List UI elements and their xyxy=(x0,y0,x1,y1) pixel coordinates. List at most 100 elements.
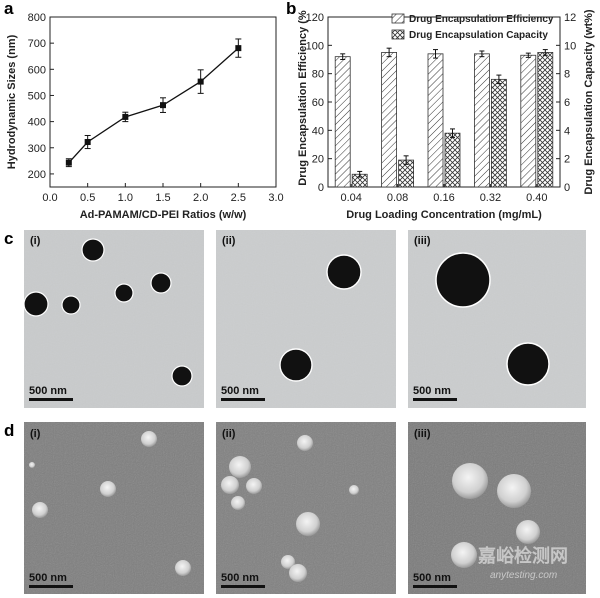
panel-d: d (i) 500 nm xyxy=(4,421,586,594)
left-y-tick-label: 100 xyxy=(306,40,324,52)
tem-particles xyxy=(279,254,362,382)
tem-image-c-iii: (iii) 500 nm xyxy=(408,230,586,408)
legend-swatch-efficiency xyxy=(391,13,405,24)
y-tick-label: 800 xyxy=(28,12,46,24)
sem-image-d-iii: (iii) 500 nm 嘉峪检测网 anytesting.com xyxy=(408,422,586,594)
bar-capacity xyxy=(490,78,507,188)
nanoparticle xyxy=(23,291,49,317)
x-tick-label: 2.5 xyxy=(231,192,246,204)
nanoparticle xyxy=(229,456,251,478)
scale-bar xyxy=(29,398,73,401)
right-y-tick-label: 6 xyxy=(564,97,570,109)
nanoparticle xyxy=(150,272,172,294)
scale-bar-label: 500 nm xyxy=(29,385,67,397)
micrograph-label: (ii) xyxy=(222,235,236,247)
data-point xyxy=(160,102,166,109)
nanoparticle xyxy=(349,485,359,495)
right-y-tick-label: 2 xyxy=(564,154,570,166)
data-point xyxy=(84,139,91,146)
bar-efficiency xyxy=(473,53,490,188)
x-tick-label: 0.16 xyxy=(433,192,454,204)
tem-image-c-ii: (ii) 500 nm xyxy=(216,230,396,408)
y-tick-label: 600 xyxy=(28,64,46,76)
scale-bar-label: 500 nm xyxy=(413,572,451,584)
x-tick-label: 0.5 xyxy=(80,192,95,204)
left-y-tick-label: 80 xyxy=(312,69,324,81)
data-point xyxy=(122,113,129,120)
left-y-tick-label: 40 xyxy=(312,125,324,137)
x-tick-label: 0.08 xyxy=(387,192,408,204)
chart-a-y-ticks: 200 300 400 500 600 700 800 xyxy=(28,12,54,181)
scale-bar xyxy=(413,585,457,588)
panel-label-b: b xyxy=(286,0,296,18)
panel-label-c: c xyxy=(4,229,13,248)
left-y-tick-label: 120 xyxy=(306,12,324,24)
nanoparticle xyxy=(452,463,488,499)
y-tick-label: 200 xyxy=(28,169,46,181)
left-y-tick-label: 60 xyxy=(312,97,324,109)
sem-image-d-i: (i) 500 nm xyxy=(24,422,204,594)
chart-b-x-axis-title: Drug Loading Concentration (mg/mL) xyxy=(346,209,542,221)
x-tick-label: 0.32 xyxy=(480,192,501,204)
nanoparticle xyxy=(61,295,81,315)
right-y-tick-label: 0 xyxy=(564,182,570,194)
scale-bar xyxy=(29,585,73,588)
scale-bar-label: 500 nm xyxy=(413,385,451,397)
right-y-tick-label: 12 xyxy=(564,12,576,24)
scale-bar-label: 500 nm xyxy=(29,572,67,584)
x-tick-label: 2.0 xyxy=(193,192,208,204)
chart-a-y-axis-title: Hydrodynamic Sizes (nm) xyxy=(6,34,18,169)
nanoparticle xyxy=(32,502,48,518)
legend-swatch-capacity xyxy=(391,29,405,40)
nanoparticle xyxy=(516,520,540,544)
legend-label-capacity: Drug Encapsulation Capacity xyxy=(409,30,548,41)
x-tick-label: 1.5 xyxy=(155,192,170,204)
nanoparticle xyxy=(231,496,245,510)
x-tick-label: 0.04 xyxy=(340,192,361,204)
scale-bar-label: 500 nm xyxy=(221,385,259,397)
series-line xyxy=(68,47,239,164)
bar-efficiency xyxy=(381,52,398,188)
panel-label-a: a xyxy=(4,0,14,18)
bar-efficiency xyxy=(427,53,444,188)
scale-bar xyxy=(413,398,457,401)
x-tick-label: 1.0 xyxy=(118,192,133,204)
micrograph-label: (i) xyxy=(30,428,41,440)
scale-bar xyxy=(221,585,265,588)
sem-image-d-ii: (ii) 500 nm xyxy=(216,422,396,594)
nanoparticle xyxy=(29,462,35,468)
y-tick-label: 400 xyxy=(28,117,46,129)
nanoparticle xyxy=(114,283,134,303)
right-y-tick-label: 10 xyxy=(564,40,576,52)
nanoparticle xyxy=(296,512,320,536)
sem-particles xyxy=(451,463,540,568)
chart-b-right-y-axis-title: Drug Encapsulation Capacity (wt%) xyxy=(583,9,595,195)
chart-b-left-y-ticks: 0 20 40 60 80 100 120 xyxy=(306,12,332,194)
chart-a: 200 300 400 500 600 700 800 0.0 0.5 1.0 1.5 2.0 2.5… xyxy=(6,12,284,221)
data-point xyxy=(235,45,242,52)
micrograph-label: (iii) xyxy=(414,235,431,247)
tem-particles xyxy=(23,238,193,387)
x-tick-label: 0.40 xyxy=(526,192,547,204)
tem-image-c-i: (i) 500 nm xyxy=(23,230,204,408)
micrograph-label: (i) xyxy=(30,235,41,247)
nanoparticle xyxy=(281,555,295,569)
chart-a-x-ticks: 0.0 0.5 1.0 1.5 2.0 2.5 3.0 xyxy=(42,183,284,204)
chart-b-marks xyxy=(334,47,554,188)
scale-bar xyxy=(221,398,265,401)
data-point xyxy=(197,78,204,85)
nanoparticle xyxy=(506,342,550,386)
right-y-tick-label: 4 xyxy=(564,125,570,137)
nanoparticle xyxy=(497,474,531,508)
x-tick-label: 0.0 xyxy=(42,192,57,204)
nanoparticle xyxy=(326,254,362,290)
sem-particles xyxy=(221,435,359,582)
bar-capacity xyxy=(444,132,461,188)
left-y-tick-label: 0 xyxy=(318,182,324,194)
nanoparticle xyxy=(175,560,191,576)
micrograph-label: (ii) xyxy=(222,428,236,440)
chart-b-x-ticks: 0.04 0.08 0.16 0.32 0.40 xyxy=(340,184,548,204)
